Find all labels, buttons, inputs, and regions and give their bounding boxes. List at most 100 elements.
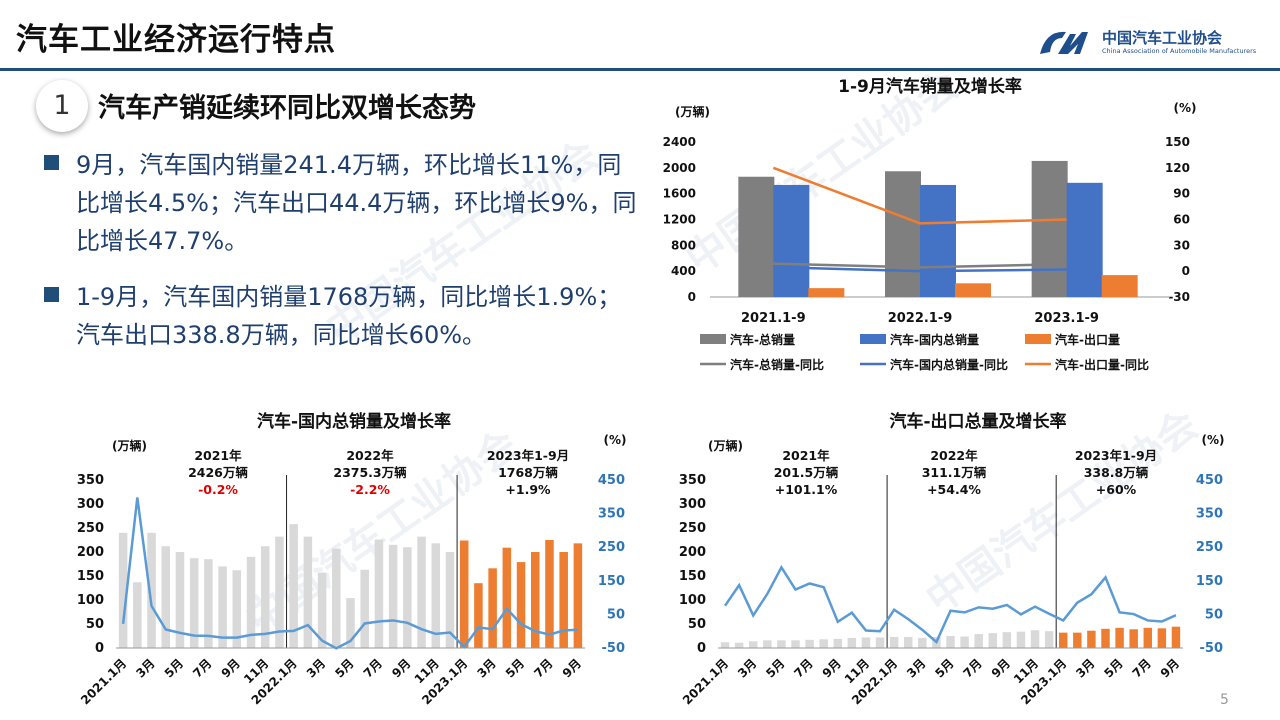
y-tick-label: 100	[679, 593, 706, 608]
month-bar	[559, 552, 568, 648]
y2-tick-label: 250	[1196, 540, 1223, 555]
month-bar	[1059, 632, 1068, 648]
period-growth: +54.4%	[927, 482, 981, 497]
slide-title: 汽车工业经济运行特点	[16, 22, 336, 58]
x-category-label: 2022.1-9	[888, 311, 953, 326]
yoy-line	[121, 497, 578, 650]
legend-label: 汽车-总销量-同比	[730, 357, 824, 372]
y2-tick-label: -30	[1168, 290, 1190, 304]
y2-tick-label: 120	[1165, 161, 1190, 175]
bar-export	[955, 283, 991, 297]
month-bar	[332, 548, 341, 648]
month-bar	[833, 638, 842, 648]
legend-label: 汽车-出口量-同比	[1055, 357, 1149, 372]
month-bar	[459, 540, 469, 648]
y-tick-label: 0	[688, 290, 696, 304]
month-bar	[246, 556, 256, 648]
period-growth: +1.9%	[505, 482, 551, 497]
bullet-square-icon	[44, 287, 59, 302]
month-bar	[918, 637, 927, 648]
logo: 中国汽车工业协会 China Association of Automobile…	[1036, 22, 1266, 62]
y2-tick-label: 50	[1205, 607, 1223, 622]
logo-name-en: China Association of Automobile Manufact…	[1102, 47, 1257, 55]
x-tick-label: 9月	[1158, 656, 1182, 680]
period-growth: +60%	[1096, 482, 1137, 497]
month-bar	[275, 536, 284, 648]
y-tick-label: 150	[679, 569, 706, 584]
bar-total	[1031, 160, 1068, 297]
section-number-badge: 1	[36, 80, 88, 132]
line-domestic-yoy	[773, 265, 1067, 273]
month-bar	[1115, 627, 1124, 648]
y-tick-label: 2400	[663, 135, 696, 149]
month-bar	[303, 536, 313, 648]
period-total: 1768万辆	[498, 465, 558, 480]
month-bar	[175, 552, 185, 648]
x-tick-label: 5月	[503, 656, 527, 680]
month-bar	[445, 552, 455, 648]
y-tick-label: 50	[86, 617, 104, 632]
month-bar	[904, 636, 913, 648]
x-tick-label: 7月	[361, 656, 385, 680]
y2-tick-label: 450	[598, 473, 625, 488]
annual-sales-chart: 1-9月汽车销量及增长率(万辆) (%)040080012001600200024…	[663, 76, 1197, 372]
x-tick-label: 7月	[531, 656, 555, 680]
bullet-item: 1-9月，汽车国内销量1768万辆，同比增长1.9%；汽车出口338.8万辆，同…	[44, 278, 644, 354]
x-tick-label: 9月	[989, 656, 1013, 680]
x-tick-label: 5月	[332, 656, 356, 680]
month-bar	[988, 633, 997, 648]
bar-domestic	[773, 184, 810, 297]
period-title: 2021年	[194, 448, 242, 463]
month-bar	[417, 536, 426, 648]
month-bar	[889, 636, 899, 648]
y-axis-unit-label: (万辆)	[708, 438, 743, 453]
y2-tick-label: 30	[1173, 238, 1190, 252]
period-title: 2022年	[930, 448, 978, 463]
y-tick-label: 200	[679, 545, 706, 560]
legend-swatch	[860, 334, 886, 344]
x-tick-label: 5月	[763, 656, 787, 680]
y2-tick-label: 250	[598, 540, 625, 555]
y2-tick-label: 150	[1196, 574, 1223, 589]
line-total-yoy	[773, 262, 1067, 269]
month-bar	[1002, 632, 1012, 648]
month-bar	[1101, 628, 1110, 648]
y-tick-label: 300	[679, 497, 706, 512]
x-category-label: 2021.1-9	[741, 311, 806, 326]
period-title: 2022年	[346, 448, 394, 463]
legend-label: 汽车-出口量	[1055, 332, 1120, 347]
bar-total	[885, 171, 921, 297]
month-bar	[403, 547, 412, 648]
x-tick-label: 3月	[474, 656, 498, 680]
bullet-text: 9月，汽车国内销量241.4万辆，环比增长11%，同比增长4.5%；汽车出口44…	[76, 151, 637, 255]
y-tick-label: 0	[95, 641, 104, 656]
export-sales-chart: 汽车-出口总量及增长率 (万辆) (%) 0 50 100 150 200 250 300 350 -…	[679, 411, 1225, 707]
month-bar	[1143, 627, 1152, 648]
period-total: 338.8万辆	[1084, 465, 1149, 480]
y2-axis-unit-label: (%)	[1174, 101, 1197, 115]
x-tick-label: 3月	[133, 656, 157, 680]
y-tick-label: 0	[697, 641, 706, 656]
legend-swatch	[1025, 334, 1051, 344]
month-bar	[161, 546, 171, 648]
period-growth: -0.2%	[198, 482, 238, 497]
month-bar	[346, 598, 355, 648]
y-tick-label: 1200	[663, 213, 696, 227]
month-bar	[502, 547, 512, 648]
x-tick-label: 3月	[1073, 656, 1097, 680]
x-tick-label: 3月	[735, 656, 759, 680]
y-tick-label: 1600	[663, 187, 696, 201]
section-number: 1	[53, 90, 71, 121]
y-tick-label: 400	[671, 264, 696, 278]
caam-logo-icon	[1040, 31, 1088, 54]
y-tick-label: 100	[77, 593, 104, 608]
month-bar	[734, 642, 744, 648]
bar-export	[1101, 275, 1138, 297]
bullet-text: 1-9月，汽车国内销量1768万辆，同比增长1.9%；汽车出口338.8万辆，同…	[76, 283, 622, 349]
x-tick-label: 7月	[1130, 656, 1154, 680]
month-bar	[573, 543, 583, 648]
x-tick-label: 3月	[904, 656, 928, 680]
x-tick-label: 7月	[961, 656, 985, 680]
period-total: 201.5万辆	[774, 465, 839, 480]
x-tick-label: 9月	[820, 656, 844, 680]
